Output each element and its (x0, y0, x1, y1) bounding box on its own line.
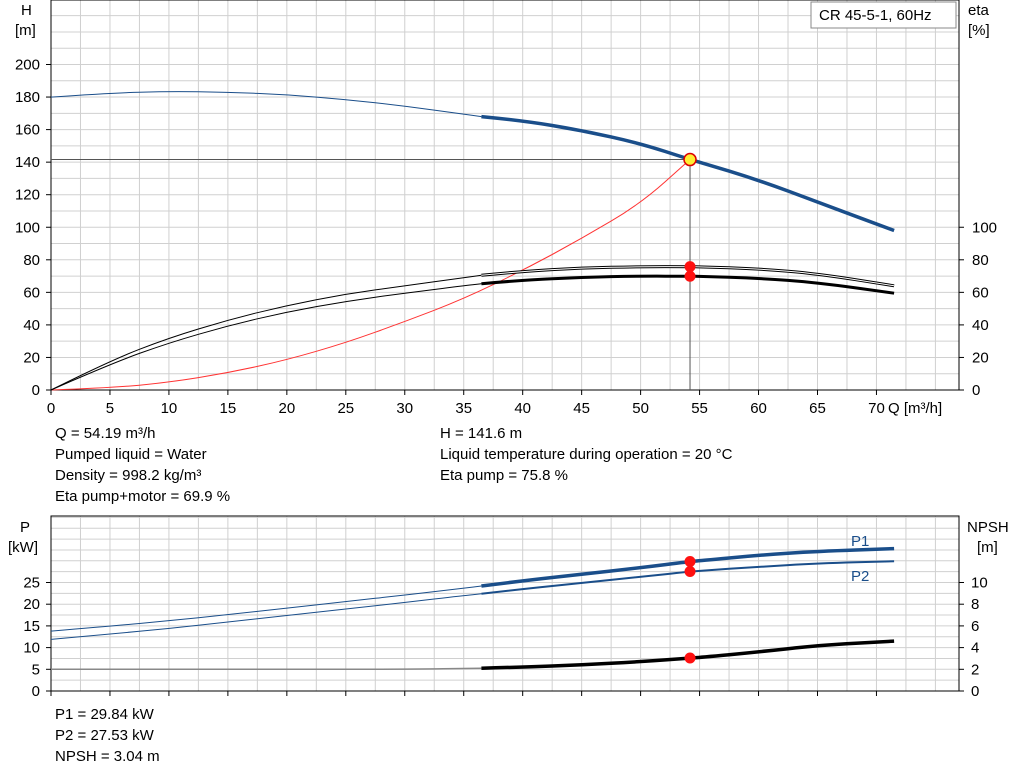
q-axis-label: Q [m³/h] (888, 400, 942, 417)
q-tick-label: 65 (809, 400, 826, 417)
q-tick-label: 50 (632, 400, 649, 417)
model-label: CR 45-5-1, 60Hz (819, 7, 932, 24)
p-tick-label: 15 (23, 618, 40, 635)
q-tick-label: 30 (396, 400, 413, 417)
eta-axis-label-2: [%] (968, 22, 990, 39)
p2-curve-label: P2 (851, 568, 869, 585)
q-tick-label: 20 (279, 400, 296, 417)
npsh-tick-label: 2 (971, 661, 979, 678)
q-tick-label: 40 (514, 400, 531, 417)
npsh-axis-label-1: NPSH (967, 519, 1009, 536)
h-tick-label: 160 (15, 122, 40, 139)
p-tick-label: 5 (32, 661, 40, 678)
q-tick-label: 70 (868, 400, 885, 417)
p1-curve-thin (50, 585, 482, 632)
p2-value: P2 = 27.53 kW (55, 727, 154, 744)
eta-tick-label: 80 (972, 252, 989, 269)
system-curve (50, 159, 691, 391)
h-tick-label: 120 (15, 187, 40, 204)
eta-tick-label: 100 (972, 219, 997, 236)
pumped-liquid: Pumped liquid = Water (55, 446, 207, 463)
npsh-duty-marker (684, 652, 696, 664)
p-tick-label: 0 (32, 683, 40, 700)
q-tick-label: 60 (750, 400, 767, 417)
p1-value: P1 = 29.84 kW (55, 706, 154, 723)
h-tick-label: 20 (23, 349, 40, 366)
power-plot-frame (50, 515, 960, 692)
duty-point-marker (683, 152, 697, 167)
density-value: Density = 998.2 kg/m³ (55, 467, 202, 484)
npsh-tick-label: 10 (971, 575, 988, 592)
p-tick-label: 25 (23, 575, 40, 592)
h-tick-label: 0 (32, 382, 40, 399)
duty-info-left: Q = 54.19 m³/h Pumped liquid = Water Den… (55, 423, 230, 507)
power-npsh-chart: 0 5 10 15 20 25 0 2 4 6 8 10 P [kW] NPSH [m] P1 P2 (8, 515, 1009, 700)
npsh-curve-thin (51, 667, 482, 671)
q-tick-label: 35 (455, 400, 472, 417)
eta-pump-motor-value: Eta pump+motor = 69.9 % (55, 488, 231, 505)
eta-pump-motor-duty-marker (684, 270, 696, 282)
h-tick-label: 140 (15, 154, 40, 171)
h-tick-label: 80 (23, 252, 40, 269)
npsh-tick-label: 6 (971, 618, 979, 635)
eta-tick-label: 20 (972, 349, 989, 366)
h-tick-label: 100 (15, 219, 40, 236)
p1-curve-label: P1 (851, 533, 869, 550)
eta-pump-value: Eta pump = 75.8 % (440, 467, 568, 484)
npsh-value: NPSH = 3.04 m (55, 748, 160, 765)
h-axis-label-2: [m] (15, 22, 36, 39)
q-tick-label: 5 (106, 400, 114, 417)
q-tick-label: 25 (337, 400, 354, 417)
npsh-tick-label: 4 (971, 640, 979, 657)
h-tick-label: 60 (23, 284, 40, 301)
h-tick-label: 200 (15, 57, 40, 74)
h-tick-label: 180 (15, 89, 40, 106)
power-plot-border (50, 515, 960, 692)
p1-duty-marker (684, 555, 696, 567)
eta-tick-label: 0 (972, 382, 980, 399)
h-tick-label: 40 (23, 317, 40, 334)
eta-tick-label: 60 (972, 284, 989, 301)
eta-pump-duty-marker (684, 261, 696, 273)
head-curve-thin (50, 91, 482, 118)
head-value: H = 141.6 m (440, 425, 523, 442)
eta-tick-label: 40 (972, 317, 989, 334)
npsh-tick-label: 0 (971, 683, 979, 700)
q-tick-label: 15 (220, 400, 237, 417)
power-info: P1 = 29.84 kW P2 = 27.53 kW NPSH = 3.04 … (55, 704, 160, 767)
p2-curve-thin (50, 593, 482, 640)
eta-axis-label-1: eta (968, 2, 990, 19)
liquid-temperature: Liquid temperature during operation = 20… (440, 446, 733, 463)
head-efficiency-chart: 0 20 40 60 80 100 120 140 160 180 200 0 20 40 60 80 100 0… (15, 0, 997, 417)
p-axis-label-2: [kW] (8, 539, 38, 556)
eta-pump-motor-curve-thin (50, 283, 482, 391)
p-tick-label: 20 (23, 596, 40, 613)
q-tick-label: 0 (47, 400, 55, 417)
eta-pump-curve-thin (50, 274, 482, 391)
p-axis-label-1: P (20, 519, 30, 536)
npsh-tick-label: 8 (971, 596, 979, 613)
npsh-axis-label-2: [m] (977, 539, 998, 556)
flow-value: Q = 54.19 m³/h (55, 425, 156, 442)
q-tick-label: 45 (573, 400, 590, 417)
q-tick-label: 10 (161, 400, 178, 417)
p-tick-label: 10 (23, 640, 40, 657)
h-axis-label-1: H (21, 2, 32, 19)
model-label-box (810, 1, 957, 29)
p2-duty-marker (684, 566, 696, 578)
q-tick-label: 55 (691, 400, 708, 417)
duty-info-right: H = 141.6 m Liquid temperature during op… (440, 423, 732, 486)
